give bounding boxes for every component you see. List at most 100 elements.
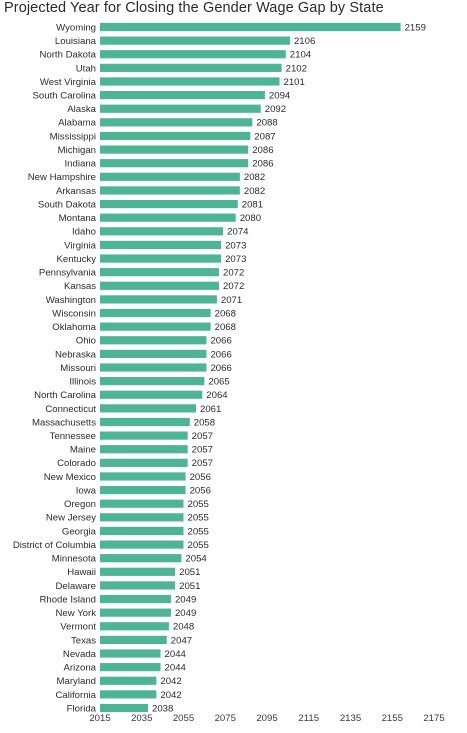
value-label: 2057: [192, 445, 213, 456]
x-tick-label: 2015: [89, 713, 110, 724]
bar: [100, 336, 207, 345]
value-label: 2055: [188, 540, 209, 551]
bar: [100, 145, 249, 154]
bar: [100, 268, 219, 277]
bar: [100, 172, 240, 181]
bar: [100, 581, 176, 590]
bar: [100, 404, 197, 413]
value-label: 2086: [252, 145, 273, 156]
bar: [100, 349, 207, 358]
category-label: Virginia: [64, 240, 96, 251]
category-label: Connecticut: [45, 404, 96, 415]
value-label: 2066: [210, 363, 231, 374]
value-label: 2071: [221, 295, 242, 306]
bar: [100, 458, 188, 467]
value-label: 2042: [160, 676, 181, 687]
category-label: Mississippi: [50, 131, 96, 142]
value-label: 2094: [269, 91, 291, 102]
category-label: Maryland: [57, 676, 96, 687]
bar: [100, 513, 184, 522]
value-label: 2047: [171, 635, 192, 646]
category-label: Idaho: [72, 227, 96, 238]
category-label: North Dakota: [39, 50, 96, 61]
value-label: 2044: [165, 649, 187, 660]
value-label: 2106: [294, 36, 315, 47]
value-label: 2056: [190, 472, 211, 483]
chart-title: Projected Year for Closing the Gender Wa…: [4, 0, 384, 16]
bar: [100, 295, 217, 304]
value-label: 2104: [290, 50, 312, 61]
category-label: Iowa: [76, 485, 97, 496]
bar: [100, 676, 157, 685]
category-label: Minnesota: [52, 554, 97, 565]
value-label: 2081: [242, 199, 263, 210]
value-label: 2159: [405, 22, 426, 33]
category-label: Texas: [71, 635, 96, 646]
value-label: 2082: [244, 172, 265, 183]
category-label: Maine: [70, 445, 96, 456]
value-label: 2072: [223, 268, 244, 279]
category-label: Vermont: [60, 622, 96, 633]
x-tick-label: 2075: [215, 713, 236, 724]
value-label: 2051: [179, 581, 200, 592]
value-label: 2044: [165, 663, 187, 674]
value-label: 2064: [206, 390, 228, 401]
value-label: 2068: [215, 308, 236, 319]
value-label: 2049: [175, 594, 196, 605]
category-label: Wisconsin: [52, 308, 96, 319]
value-label: 2051: [179, 567, 200, 578]
category-label: West Virginia: [40, 77, 97, 88]
value-label: 2102: [286, 63, 307, 74]
bar: [100, 22, 401, 32]
bar: [100, 608, 171, 617]
category-label: New Hampshire: [28, 172, 96, 183]
value-label: 2072: [223, 281, 244, 292]
x-tick-label: 2175: [423, 713, 444, 724]
category-label: Ohio: [76, 336, 96, 347]
x-tick-label: 2155: [382, 713, 403, 724]
category-label: Illinois: [69, 377, 96, 388]
category-label: Rhode Island: [39, 594, 96, 605]
bar: [100, 322, 211, 331]
category-label: Arizona: [63, 663, 96, 674]
value-label: 2048: [173, 622, 194, 633]
bar: [100, 635, 167, 644]
category-label: Alabama: [58, 118, 97, 129]
x-tick-label: 2035: [131, 713, 152, 724]
category-label: Kansas: [64, 281, 96, 292]
value-label: 2065: [208, 377, 229, 388]
value-label: 2058: [194, 417, 215, 428]
category-label: Massachusetts: [32, 417, 96, 428]
bar: [100, 567, 176, 576]
category-label: New Mexico: [44, 472, 96, 483]
bar: [100, 50, 286, 59]
x-tick-label: 2115: [298, 713, 319, 724]
value-label: 2086: [252, 159, 273, 170]
bar: [100, 485, 186, 495]
bar: [100, 445, 188, 454]
value-label: 2068: [215, 322, 236, 333]
bar: [100, 554, 182, 563]
value-label: 2056: [190, 485, 211, 496]
bar: [100, 199, 238, 209]
value-label: 2087: [254, 131, 275, 142]
x-tick-label: 2055: [173, 713, 194, 724]
category-label: Kentucky: [57, 254, 97, 265]
category-label: Nebraska: [55, 349, 97, 360]
value-label: 2101: [284, 77, 305, 88]
category-label: Michigan: [58, 145, 96, 156]
bar: [100, 240, 222, 250]
bar: [100, 663, 161, 672]
category-label: Nevada: [63, 649, 97, 660]
category-label: Hawaii: [67, 567, 96, 578]
category-label: Oregon: [64, 499, 96, 510]
bar: [100, 91, 265, 100]
value-label: 2074: [227, 227, 249, 238]
category-label: North Carolina: [34, 390, 97, 401]
value-label: 2054: [185, 554, 207, 565]
category-label: Florida: [67, 703, 97, 714]
category-label: Oklahoma: [52, 322, 96, 333]
category-label: Washington: [46, 295, 96, 306]
category-label: Pennsylvania: [39, 268, 97, 279]
